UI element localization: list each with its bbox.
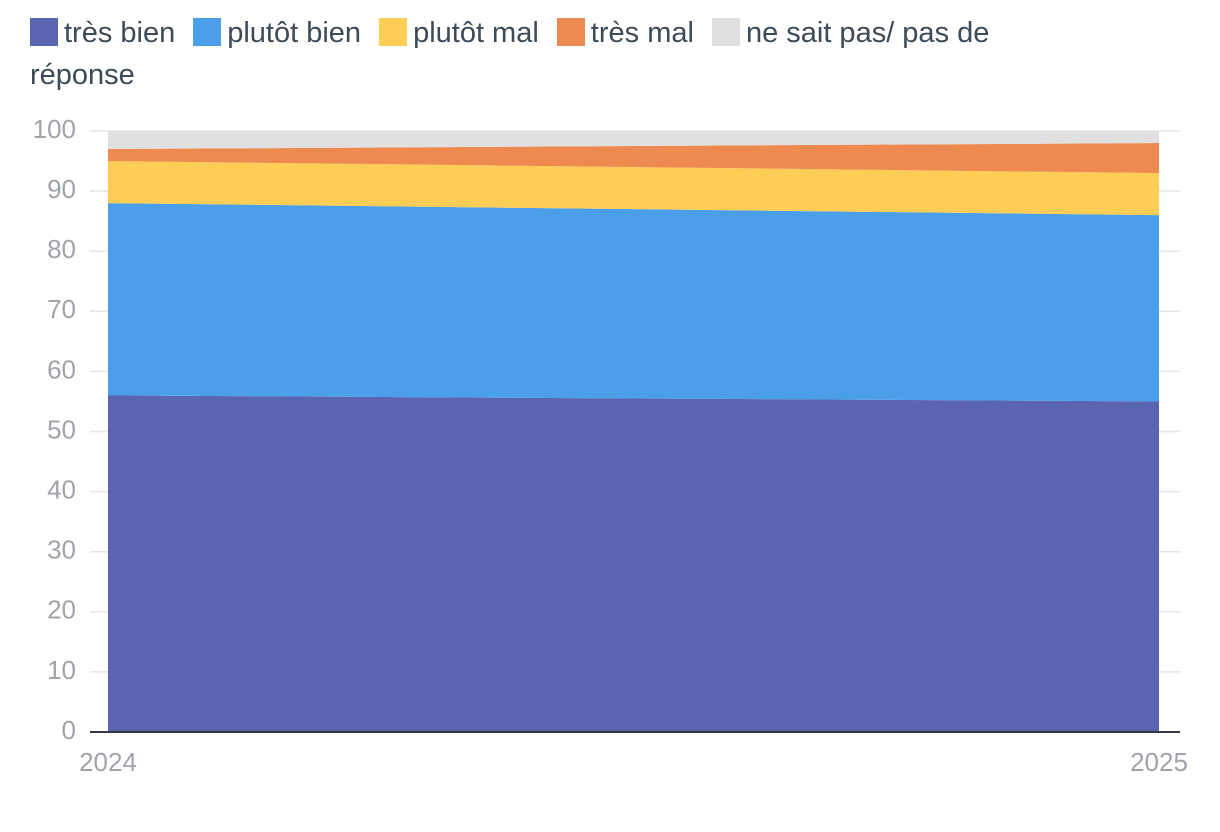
area xyxy=(108,203,1159,402)
legend-label: plutôt bien xyxy=(227,17,362,49)
legend: très bien plutôt bien plutôt mal très mal ne… xyxy=(30,12,1120,96)
legend-item[interactable]: plutôt mal xyxy=(379,17,539,49)
legend-item[interactable]: ne sait pas/ pas de réponse xyxy=(30,17,989,91)
legend-swatch xyxy=(379,18,408,46)
area xyxy=(108,143,1159,174)
y-tick-label: 40 xyxy=(47,474,76,504)
y-tick-label: 80 xyxy=(47,234,76,264)
legend-label: ne sait pas/ pas de réponse xyxy=(30,17,990,91)
legend-swatch xyxy=(556,18,585,46)
legend-label: très mal xyxy=(590,17,694,49)
y-tick-label: 30 xyxy=(47,535,76,565)
legend-swatch xyxy=(711,18,740,46)
y-tick-label: 60 xyxy=(47,354,76,384)
area xyxy=(108,395,1159,732)
y-tick-label: 100 xyxy=(33,114,76,144)
x-tick-label: 2025 xyxy=(1130,747,1188,777)
legend-swatch xyxy=(30,18,58,46)
y-tick-label: 20 xyxy=(47,595,76,625)
y-tick-label: 50 xyxy=(47,414,76,444)
y-tick-label: 90 xyxy=(47,174,76,204)
legend-swatch xyxy=(193,18,222,46)
legend-label: très bien xyxy=(64,17,176,49)
area xyxy=(108,161,1159,216)
legend-item[interactable]: plutôt bien xyxy=(193,17,361,49)
y-tick-label: 0 xyxy=(62,715,76,745)
legend-item[interactable]: très bien xyxy=(30,17,175,49)
area xyxy=(108,131,1159,150)
y-tick-label: 70 xyxy=(47,294,76,324)
y-tick-label: 10 xyxy=(47,655,76,685)
x-tick-label: 2024 xyxy=(79,747,137,777)
legend-item[interactable]: très mal xyxy=(556,17,694,49)
legend-label: plutôt mal xyxy=(413,17,539,49)
